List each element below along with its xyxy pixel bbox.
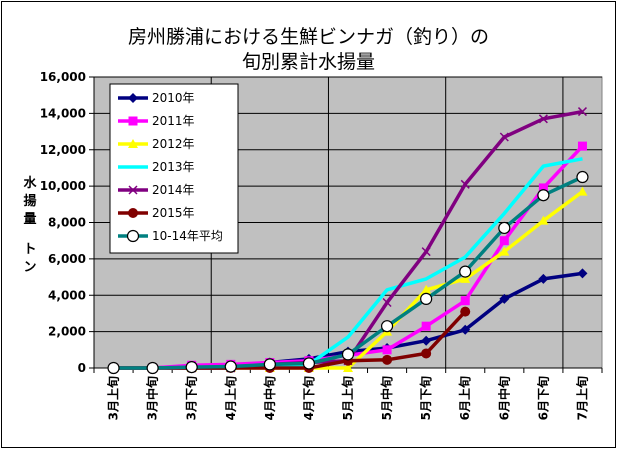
x-tick-label: 4月下旬 [301, 376, 316, 420]
legend-marker [128, 93, 138, 103]
legend-label: 2013年 [152, 160, 195, 174]
x-tick-label: 4月上旬 [223, 376, 238, 420]
x-tick-label: 3月上旬 [106, 376, 121, 420]
data-point [382, 297, 392, 308]
data-point [576, 170, 589, 184]
data-point [421, 284, 432, 294]
y-axis-label-char: 量 [23, 212, 37, 227]
chart-title-line1: 房州勝浦における生鮮ビンナガ（釣り）の [127, 26, 489, 48]
data-point [341, 348, 355, 361]
y-tick-label: 8,000 [48, 216, 86, 230]
data-point [421, 348, 432, 359]
data-point [263, 358, 276, 371]
legend-label: 2015年 [152, 206, 195, 220]
x-tick-label: 3月下旬 [184, 376, 199, 420]
data-point [577, 268, 588, 279]
data-point [538, 183, 548, 193]
legend-marker [128, 139, 138, 148]
data-point [421, 335, 432, 346]
data-point [537, 189, 550, 202]
data-point [380, 320, 394, 333]
legend-marker [126, 229, 140, 243]
data-point [460, 296, 470, 306]
data-point [420, 292, 433, 305]
data-point [499, 132, 509, 142]
x-tick-label: 4月中旬 [262, 376, 277, 420]
data-point [538, 215, 549, 225]
x-tick-label: 7月上旬 [574, 376, 589, 420]
y-tick-label: 10,000 [40, 179, 86, 193]
data-point [460, 306, 471, 317]
x-tick-label: 5月下旬 [418, 376, 433, 420]
y-tick-label: 0 [78, 361, 86, 375]
data-point [421, 247, 431, 257]
y-tick-label: 2,000 [48, 325, 86, 339]
y-axis-label-char: ト [23, 242, 37, 257]
x-tick-label: 5月上旬 [340, 376, 355, 420]
x-tick-label: 6月中旬 [496, 376, 511, 420]
data-point [146, 361, 159, 375]
legend-label: 2010年 [152, 91, 195, 105]
y-axis-label-char: ン [23, 260, 37, 275]
y-tick-label: 6,000 [48, 252, 86, 266]
x-tick-label: 3月中旬 [145, 376, 160, 420]
data-point [459, 265, 472, 278]
legend-label: 2014年 [152, 183, 195, 197]
y-axis-label-char: 揚 [23, 194, 37, 209]
data-point [460, 324, 471, 335]
data-point [302, 357, 316, 370]
y-tick-label: 4,000 [48, 288, 86, 302]
data-point [460, 179, 470, 189]
data-point [499, 236, 509, 246]
data-point [577, 107, 587, 117]
data-point [224, 360, 237, 373]
y-tick-label: 12,000 [40, 143, 86, 157]
data-point [421, 321, 431, 331]
data-point [382, 354, 393, 365]
data-point [382, 345, 392, 355]
data-point [577, 141, 587, 151]
data-point [499, 293, 510, 304]
x-tick-label: 6月上旬 [457, 376, 472, 420]
x-tick-label: 6月下旬 [535, 376, 550, 420]
data-point [107, 361, 120, 375]
data-point [185, 360, 198, 374]
data-point [460, 273, 471, 283]
legend-marker [128, 116, 138, 126]
y-tick-label: 16,000 [40, 70, 86, 84]
legend-label: 2012年 [152, 137, 195, 151]
legend-marker [128, 185, 138, 195]
legend-marker [128, 208, 138, 218]
data-point [499, 246, 510, 256]
y-axis-label-char: 水 [23, 176, 37, 191]
legend-label: 2011年 [152, 114, 195, 128]
x-tick-label: 5月中旬 [379, 376, 394, 420]
data-point [498, 221, 511, 235]
data-point [538, 114, 548, 124]
y-tick-label: 14,000 [40, 106, 86, 120]
legend-label: 10-14年平均 [152, 229, 223, 243]
chart-title-line2: 旬別累計水揚量 [241, 51, 375, 73]
data-point [538, 273, 549, 284]
data-point [577, 186, 588, 196]
data-point [343, 363, 353, 372]
